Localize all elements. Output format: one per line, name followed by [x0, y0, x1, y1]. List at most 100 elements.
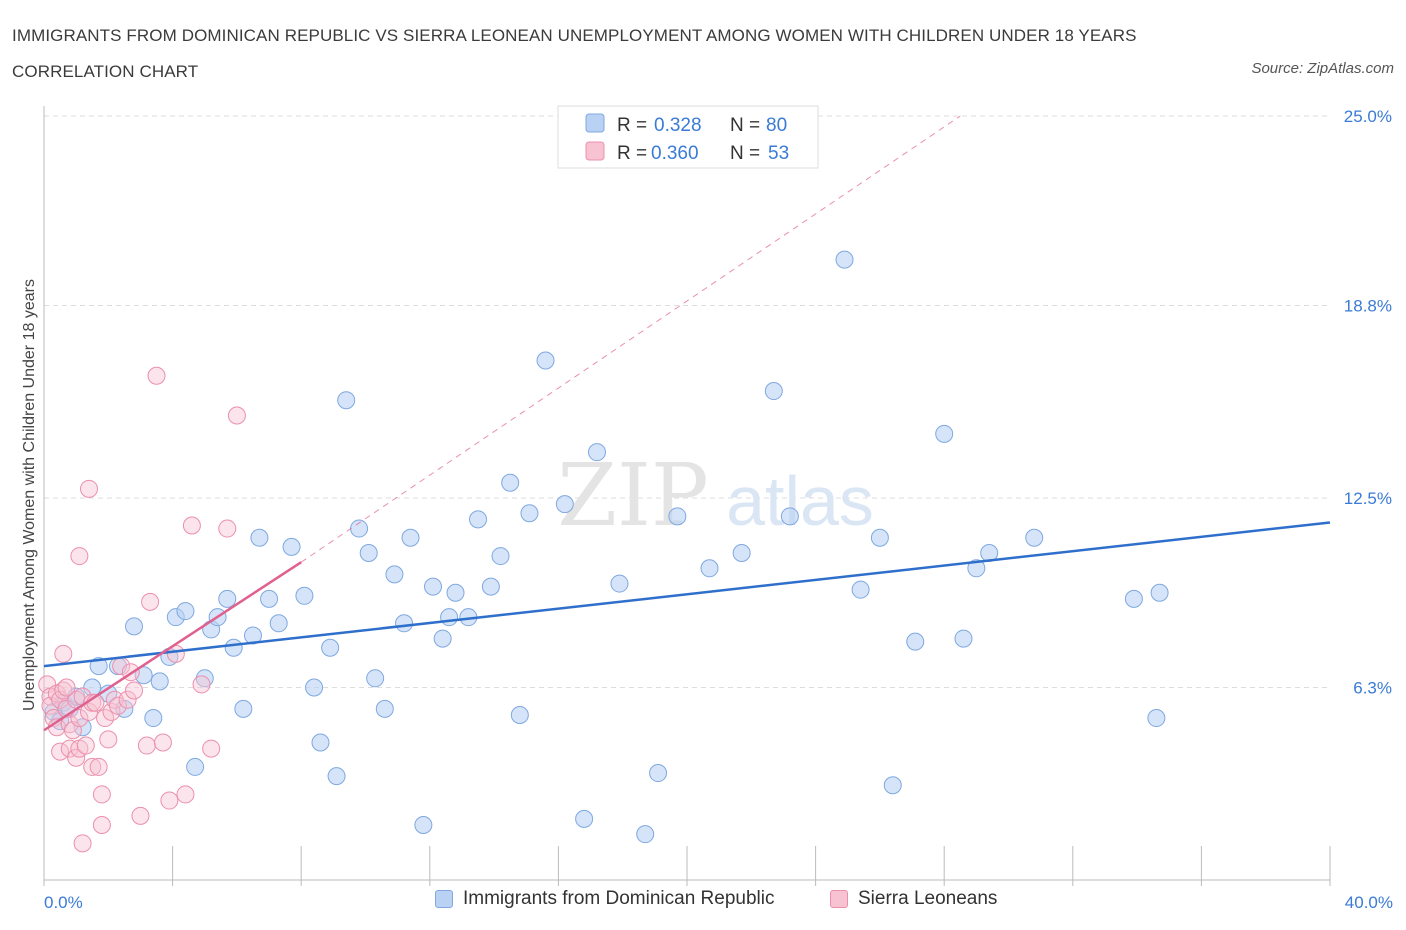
legend-n-label-blue: N =: [730, 115, 760, 136]
sierra-leonean-point-18: [73, 834, 92, 853]
dominican-point-60: [636, 825, 655, 844]
dominican-point-54: [520, 504, 539, 523]
dominican-point-47: [446, 583, 465, 602]
dominican-point-59: [610, 574, 629, 593]
chart-source: Source: ZipAtlas.com: [1251, 60, 1394, 77]
sierra-leonean-point-37: [137, 736, 156, 755]
dominican-point-57: [575, 809, 594, 828]
dominican-point-67: [835, 250, 854, 269]
dominican-point-74: [967, 559, 986, 578]
dominican-point-39: [375, 699, 394, 718]
legend-r-value-pink: 0.360: [651, 143, 699, 164]
dominican-point-64: [732, 544, 751, 563]
watermark-zip: ZIP: [557, 446, 709, 546]
dominican-point-6: [83, 678, 102, 697]
dominican-point-17: [176, 602, 195, 621]
y-tick-labels: 6.3% 12.5% 18.8% 25.0%: [1344, 107, 1392, 697]
sierra-leonean-point-45: [192, 675, 211, 694]
y-tick-label-3: 25.0%: [1344, 107, 1392, 126]
sierra-leonean-point-9: [54, 681, 73, 700]
dominican-point-33: [321, 638, 340, 657]
dominican-point-31: [305, 678, 324, 697]
bottom-legend: Immigrants from Dominican Republic Sierr…: [0, 888, 1406, 918]
dominican-point-35: [337, 391, 356, 410]
dominican-point-69: [870, 528, 889, 547]
dominican-point-58: [587, 443, 606, 462]
dominican-point-70: [883, 776, 902, 795]
y-tick-label-0: 6.3%: [1353, 678, 1392, 697]
dominican-point-41: [395, 614, 414, 633]
dominican-point-76: [1025, 528, 1044, 547]
sierra-leonean-point-22: [83, 757, 102, 776]
dominican-point-7: [89, 657, 108, 676]
dominican-point-68: [851, 580, 870, 599]
dominican-point-78: [1147, 709, 1166, 728]
dominican-point-52: [501, 473, 520, 492]
sierra-leonean-point-49: [80, 479, 99, 498]
dominican-point-32: [311, 733, 330, 752]
dominican-point-26: [250, 528, 269, 547]
series-dominican-points: [44, 250, 1169, 844]
dominican-point-53: [510, 705, 529, 724]
dominican-point-77: [1124, 589, 1143, 608]
dominican-point-44: [424, 577, 443, 596]
dominican-point-40: [385, 565, 404, 584]
sierra-leonean-point-6: [51, 742, 70, 761]
y-tick-label-1: 12.5%: [1344, 489, 1392, 508]
dominican-point-14: [150, 672, 169, 691]
sierra-leonean-point-41: [160, 791, 179, 810]
dominican-point-72: [935, 424, 954, 443]
legend-r-label-blue: R =: [617, 115, 647, 136]
sierra-leonean-point-8: [54, 644, 73, 663]
dominican-trend-line: [43, 521, 1331, 668]
dominican-point-28: [269, 614, 288, 633]
x-tick-label-1: 40.0%: [1345, 893, 1393, 912]
dominican-point-55: [536, 351, 555, 370]
sierra-leonean-point-40: [153, 733, 172, 752]
dominican-point-61: [649, 764, 668, 783]
dominican-point-49: [469, 510, 488, 529]
sierra-leonean-point-46: [202, 739, 221, 758]
dominican-point-38: [366, 669, 385, 688]
dominican-point-43: [414, 815, 433, 834]
legend: R = 0.328 N = 80 R = 0.360 N = 53: [557, 105, 819, 169]
legend-swatch-pink: [585, 141, 605, 161]
dominican-point-56: [555, 495, 574, 514]
dominican-point-66: [780, 507, 799, 526]
sierra-leonean-point-20: [76, 736, 95, 755]
sierra-leonean-point-25: [89, 757, 108, 776]
sierra-leonean-point-32: [108, 696, 127, 715]
dominican-point-42: [401, 528, 420, 547]
sierra-leonean-point-36: [131, 806, 150, 825]
dominican-point-18: [186, 757, 205, 776]
bottom-legend-swatch-blue: [435, 890, 453, 908]
axes: [43, 106, 1331, 886]
dominican-point-79: [1150, 583, 1169, 602]
dominican-point-13: [144, 709, 163, 728]
y-tick-label-2: 18.8%: [1344, 296, 1392, 315]
sierra-leonean-point-34: [118, 690, 137, 709]
dominican-point-50: [481, 577, 500, 596]
dominican-point-23: [224, 638, 243, 657]
x-tick-labels: 0.0% 40.0%: [44, 893, 1393, 912]
legend-swatch-blue: [585, 113, 605, 133]
sierra-leonean-point-47: [218, 519, 237, 538]
dominican-point-22: [218, 589, 237, 608]
dominican-point-11: [125, 617, 144, 636]
dominican-point-65: [764, 382, 783, 401]
dominican-point-71: [906, 632, 925, 651]
sierra-leonean-point-29: [99, 730, 118, 749]
dominican-point-63: [700, 559, 719, 578]
bottom-legend-label-sierra-leonean: Sierra Leoneans: [858, 888, 998, 909]
legend-r-label-pink: R =: [617, 143, 647, 164]
sierra-leonean-point-38: [141, 592, 160, 611]
dominican-point-25: [243, 626, 262, 645]
sierra-leonean-point-51: [57, 678, 76, 697]
bottom-legend-swatch-pink: [830, 890, 848, 908]
sierra-leonean-point-43: [176, 785, 195, 804]
sierra-leonean-point-39: [147, 366, 166, 385]
sierra-leonean-trend-line: [43, 561, 302, 732]
legend-n-label-pink: N =: [730, 143, 760, 164]
dominican-point-27: [260, 589, 279, 608]
